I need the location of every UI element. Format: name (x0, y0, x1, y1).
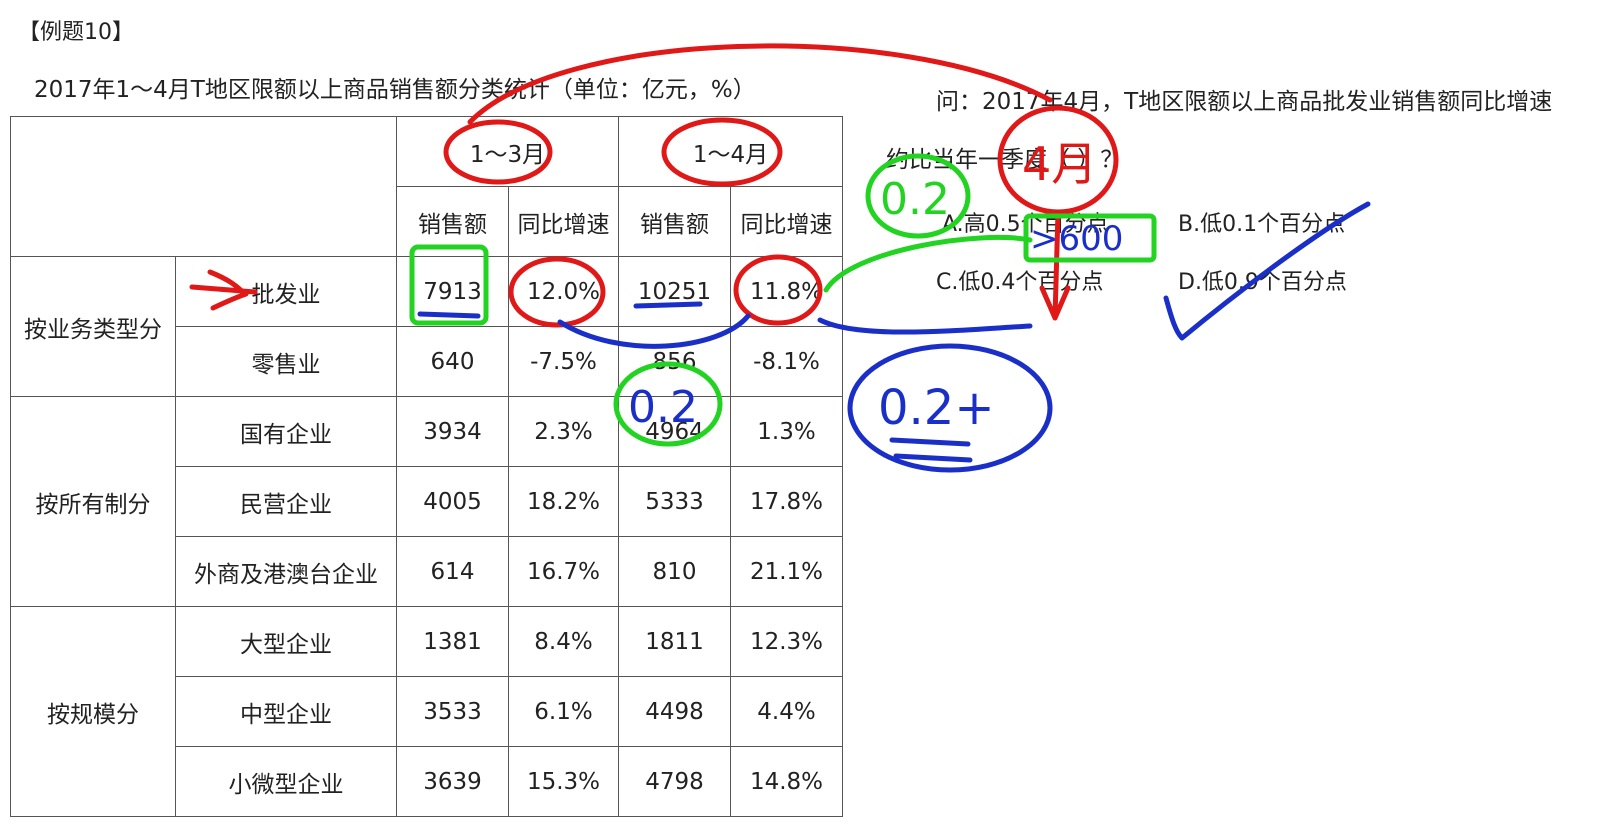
table-title: 2017年1～4月T地区限额以上商品销售额分类统计（单位：亿元，%） (34, 77, 756, 103)
question-text: 问：2017年4月，T地区限额以上商品批发业销售额同比增速 (936, 89, 1553, 115)
table-cell: 4.4% (730, 676, 843, 747)
question-text-continued: 约比当年一季度（ ）？ (886, 147, 1124, 173)
blue-connector-right (817, 317, 1033, 335)
table-cell: -7.5% (508, 326, 619, 397)
row-label: 批发业 (175, 256, 397, 327)
group-label: 按规模分 (10, 606, 176, 817)
row-label: 民营企业 (175, 466, 397, 537)
table-cell: 1381 (396, 606, 509, 677)
table-cell: 1.3% (730, 396, 843, 467)
green-note-top: 0.2 (880, 174, 950, 225)
table-cell: -8.1% (730, 326, 843, 397)
table-cell: 810 (618, 536, 731, 607)
table-row: 按所有制分 国有企业 3934 2.3% 4964 1.3% (10, 396, 843, 607)
table-cell: 12.3% (730, 606, 843, 677)
table-cell: 4964 (618, 396, 731, 467)
table-cell: 10251 (618, 256, 731, 327)
option-c: C.低0.4个百分点 (936, 270, 1104, 295)
table-row: 小微型企业 3639 15.3% 4798 14.8% (11, 746, 843, 817)
table-cell: 15.3% (508, 746, 619, 817)
table-cell: 3639 (396, 746, 509, 817)
table-cell: 614 (396, 536, 509, 607)
table-row: 按规模分 大型企业 1381 8.4% 1811 12.3% (10, 606, 843, 817)
table-cell: 2.3% (508, 396, 619, 467)
row-label: 大型企业 (175, 606, 397, 677)
blue-underline-note (889, 437, 973, 463)
group-label: 按业务类型分 (10, 256, 176, 397)
table-cell: 21.1% (730, 536, 843, 607)
table-cell: 8.4% (508, 606, 619, 677)
column-header: 销售额 (618, 186, 731, 257)
table-row: 中型企业 3533 6.1% 4498 4.4% (11, 676, 843, 747)
row-label: 中型企业 (175, 676, 397, 747)
example-label: 【例题10】 (18, 20, 134, 45)
table-cell: 856 (618, 326, 731, 397)
table-cell: 11.8% (730, 256, 843, 327)
table-cell: 16.7% (508, 536, 619, 607)
column-header: 销售额 (396, 186, 509, 257)
table-cell: 14.8% (730, 746, 843, 817)
table-cell: 17.8% (730, 466, 843, 537)
column-header: 同比增速 (508, 186, 619, 257)
group-label: 按所有制分 (10, 396, 176, 607)
table-cell: 4498 (618, 676, 731, 747)
row-label: 小微型企业 (175, 746, 397, 817)
table-row: 民营企业 4005 18.2% 5333 17.8% (11, 466, 843, 537)
table-cell: 7913 (396, 256, 509, 327)
table-cell: 5333 (618, 466, 731, 537)
table-cell: 1811 (618, 606, 731, 677)
table-cell: 12.0% (508, 256, 619, 327)
blue-note-circle-text: 0.2+ (878, 380, 995, 436)
period-header-jan-apr: 1～4月 (618, 116, 843, 187)
table-cell: 640 (396, 326, 509, 397)
table-cell: 3533 (396, 676, 509, 747)
table-cell: 4798 (618, 746, 731, 817)
column-header: 同比增速 (730, 186, 843, 257)
table-header-row: 1～3月 1～4月 (10, 116, 843, 257)
option-b: B.低0.1个百分点 (1178, 212, 1346, 237)
option-a: A.高0.5个百分点 (942, 212, 1109, 237)
table-row: 按业务类型分 批发业 7913 12.0% 10251 11.8% (10, 256, 843, 397)
blue-circle-note (847, 343, 1053, 473)
table-cell: 4005 (396, 466, 509, 537)
row-label: 零售业 (175, 326, 397, 397)
table-row: 外商及港澳台企业 614 16.7% 810 21.1% (11, 536, 843, 607)
row-label: 外商及港澳台企业 (175, 536, 397, 607)
row-label: 国有企业 (175, 396, 397, 467)
table-cell: 3934 (396, 396, 509, 467)
table-corner-cell (10, 116, 397, 257)
period-header-q1: 1～3月 (396, 116, 619, 187)
sales-statistics-table: 1～3月 1～4月 销售额 同比增速 销售额 同比增速 按业务类型分 批发业 7… (10, 116, 843, 817)
table-cell: 18.2% (508, 466, 619, 537)
option-d: D.低0.9个百分点 (1178, 270, 1347, 295)
table-cell: 6.1% (508, 676, 619, 747)
